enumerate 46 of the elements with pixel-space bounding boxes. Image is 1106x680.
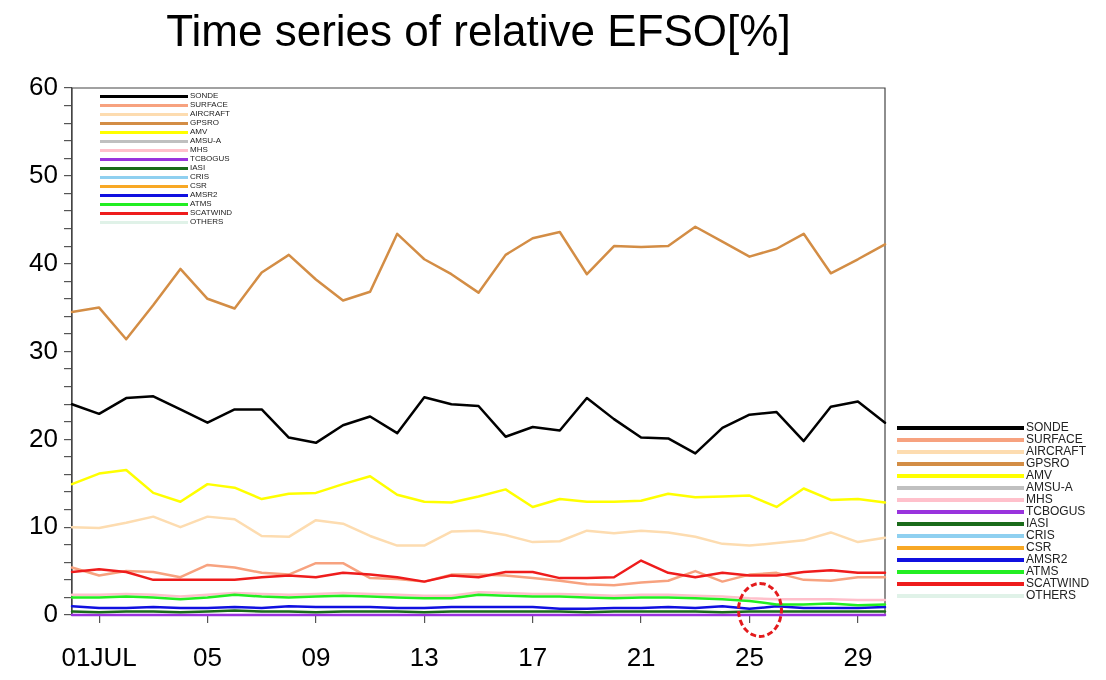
text: IASI [190,163,206,173]
text: SONDE [190,91,219,101]
y-tick-label: 60 [29,71,58,102]
legend-label: AMV [1026,468,1053,483]
text: AMV [190,127,208,137]
legend-label: SCATWIND [1026,576,1090,591]
y-tick-label: 20 [29,422,58,453]
x-tick-label: 01JUL [61,641,137,672]
y-tick-label: 40 [29,246,58,277]
x-tick-label: 17 [518,641,548,672]
text: AMSU-A [190,136,222,146]
legend-label: AMSR2 [1026,552,1068,567]
x-tick-label: 13 [409,641,439,672]
text: CSR [190,181,207,191]
legend-label: CSR [1026,540,1052,555]
x-tick-label: 21 [626,641,656,672]
text: AIRCRAFT [190,109,230,119]
legend-label: IASI [1026,516,1049,531]
x-tick-label: 29 [843,641,873,672]
text: SCATWIND [190,208,233,218]
text: SURFACE [190,100,228,110]
text: CRIS [190,172,210,182]
y-tick-label: 30 [29,334,58,365]
text: GPSRO [190,118,219,128]
text: MHS [190,145,208,155]
y-tick-label: 10 [29,510,58,541]
text: AMSR2 [190,190,218,200]
chart-title: Time series of relative EFSO[%] [166,6,791,56]
y-tick-label: 50 [29,159,58,190]
text: OTHERS [190,217,224,227]
legend-label: AIRCRAFT [1026,444,1087,459]
legend-label: SURFACE [1026,432,1083,447]
legend-label: SONDE [1026,420,1069,435]
legend-label: MHS [1026,492,1053,507]
legend-label: AMSU-A [1026,480,1073,495]
legend-label: OTHERS [1026,588,1077,603]
x-tick-label: 09 [301,641,331,672]
legend-label: GPSRO [1026,456,1070,471]
y-tick-label: 0 [43,598,58,629]
text: ATMS [190,199,212,209]
legend-label: TCBOGUS [1026,504,1086,519]
legend-label: CRIS [1026,528,1055,543]
x-tick-label: 25 [735,641,764,672]
legend-label: ATMS [1026,564,1059,579]
text: TCBOGUS [190,154,230,164]
x-tick-label: 05 [193,641,222,672]
